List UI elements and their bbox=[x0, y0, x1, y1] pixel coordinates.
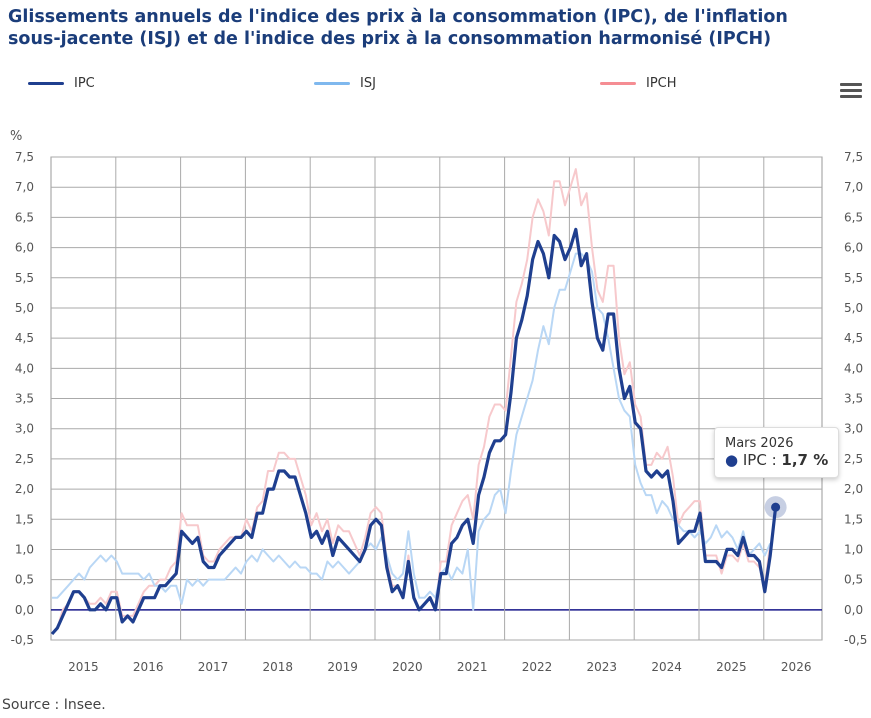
y-tick-label-left: 4,5 bbox=[15, 331, 34, 345]
series-line-ipc bbox=[50, 227, 778, 636]
y-tick-label-left: 7,0 bbox=[15, 180, 34, 194]
x-tick-label: 2021 bbox=[457, 660, 488, 674]
legend-item-ipch[interactable]: IPCH bbox=[600, 76, 677, 91]
y-tick-label-right: 2,5 bbox=[844, 452, 863, 466]
y-tick-label-left: 5,0 bbox=[15, 301, 34, 315]
y-tick-label-right: -0,5 bbox=[844, 633, 867, 647]
legend-line-icon bbox=[600, 82, 636, 85]
tooltip-separator: : bbox=[766, 451, 782, 469]
hover-point bbox=[771, 502, 781, 512]
y-tick-label-right: 2,0 bbox=[844, 482, 863, 496]
y-tick-label-right: 3,0 bbox=[844, 422, 863, 436]
x-tick-label: 2019 bbox=[327, 660, 358, 674]
y-tick-label-left: 3,5 bbox=[15, 392, 34, 406]
series-line-ipch bbox=[51, 168, 772, 635]
x-tick-label: 2017 bbox=[198, 660, 229, 674]
legend-label: IPC bbox=[74, 76, 95, 91]
x-tick-label: 2022 bbox=[522, 660, 553, 674]
x-tick-label: 2024 bbox=[651, 660, 682, 674]
y-tick-label-left: 2,5 bbox=[15, 452, 34, 466]
series-line-isj bbox=[52, 252, 772, 611]
y-tick-label-right: 5,5 bbox=[844, 271, 863, 285]
y-tick-label-left: 5,5 bbox=[15, 271, 34, 285]
y-axis-label: % bbox=[10, 129, 22, 144]
y-tick-label-left: 6,5 bbox=[15, 210, 34, 224]
x-tick-label: 2018 bbox=[263, 660, 294, 674]
x-tick-label: 2015 bbox=[68, 660, 99, 674]
y-tick-label-right: 0,5 bbox=[844, 573, 863, 587]
legend-item-isj[interactable]: ISJ bbox=[314, 76, 376, 91]
y-tick-label-right: 4,0 bbox=[844, 361, 863, 375]
y-tick-label-left: 3,0 bbox=[15, 422, 34, 436]
y-tick-label-left: 1,5 bbox=[15, 512, 34, 526]
x-tick-label: 2025 bbox=[716, 660, 747, 674]
y-tick-label-left: 7,5 bbox=[15, 150, 34, 164]
tooltip-series: IPC bbox=[742, 451, 767, 469]
legend-line-icon bbox=[314, 82, 350, 85]
legend-item-ipc[interactable]: IPC bbox=[28, 76, 95, 91]
tooltip: Mars 2026 ● IPC : 1,7 % bbox=[714, 427, 840, 478]
y-tick-label-right: 1,5 bbox=[844, 512, 863, 526]
source-note: Source : Insee. bbox=[2, 697, 106, 713]
x-tick-label: 2023 bbox=[587, 660, 618, 674]
y-tick-label-left: 6,0 bbox=[15, 241, 34, 255]
chart-title: Glissements annuels de l'indice des prix… bbox=[8, 7, 788, 49]
y-tick-label-right: 3,5 bbox=[844, 392, 863, 406]
y-tick-label-right: 0,0 bbox=[844, 603, 863, 617]
tooltip-value: 1,7 % bbox=[781, 451, 829, 469]
y-tick-label-left: 2,0 bbox=[15, 482, 34, 496]
y-tick-label-left: 4,0 bbox=[15, 361, 34, 375]
y-tick-label-right: 7,0 bbox=[844, 180, 863, 194]
y-tick-label-left: -0,5 bbox=[11, 633, 34, 647]
x-tick-label: 2026 bbox=[781, 660, 812, 674]
y-tick-label-right: 6,5 bbox=[844, 210, 863, 224]
y-tick-label-left: 0,0 bbox=[15, 603, 34, 617]
x-tick-label: 2020 bbox=[392, 660, 423, 674]
y-tick-label-left: 1,0 bbox=[15, 542, 34, 556]
legend-label: IPCH bbox=[646, 76, 677, 91]
y-tick-label-right: 5,0 bbox=[844, 301, 863, 315]
series-dot-icon: ● bbox=[725, 451, 739, 469]
x-tick-label: 2016 bbox=[133, 660, 164, 674]
tooltip-date: Mars 2026 bbox=[725, 436, 794, 451]
hamburger-menu-icon[interactable] bbox=[840, 80, 862, 100]
legend-label: ISJ bbox=[360, 76, 376, 91]
y-tick-label-left: 0,5 bbox=[15, 573, 34, 587]
y-tick-label-right: 4,5 bbox=[844, 331, 863, 345]
legend-line-icon bbox=[28, 82, 64, 85]
y-tick-label-right: 1,0 bbox=[844, 542, 863, 556]
y-tick-label-right: 6,0 bbox=[844, 241, 863, 255]
y-tick-label-right: 7,5 bbox=[844, 150, 863, 164]
